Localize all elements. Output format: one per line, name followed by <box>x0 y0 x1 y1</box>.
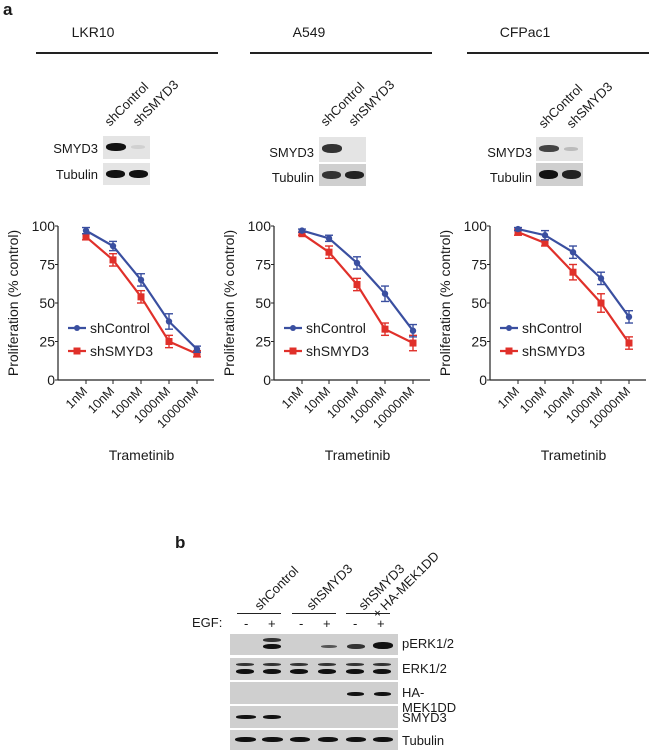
y-tick-label: 100 <box>464 218 488 234</box>
egf-value: + <box>268 616 276 631</box>
proliferation-chart-lkr10: 02550751001nM10nM100nM1000nM10000nMProli… <box>5 218 214 463</box>
blot-row-label: Tubulin <box>489 170 532 185</box>
data-point <box>137 293 145 301</box>
panel-b-letter: b <box>175 533 186 552</box>
blot-row-label: Tubulin <box>55 167 98 182</box>
blot-row-label: Tubulin <box>402 733 445 748</box>
data-point <box>325 235 333 242</box>
egf-value: + <box>323 616 331 631</box>
blot-row-label: SMYD3 <box>487 145 532 160</box>
cell-title-lkr10: LKR10 <box>71 24 115 40</box>
svg-text:shControl: shControl <box>90 320 150 336</box>
y-axis-label: Proliferation (% control) <box>437 230 453 376</box>
data-point <box>165 318 173 325</box>
y-tick-label: 75 <box>471 257 487 273</box>
legend-item: shControl <box>500 320 582 336</box>
y-tick-label: 75 <box>255 257 271 273</box>
y-tick-label: 75 <box>39 257 55 273</box>
y-tick-label: 100 <box>248 218 272 234</box>
data-point <box>325 248 333 256</box>
x-axis-label: Trametinib <box>325 447 391 463</box>
svg-text:shControl: shControl <box>306 320 366 336</box>
data-point <box>298 227 306 234</box>
blot-row-label: SMYD3 <box>402 710 447 725</box>
legend-item: shControl <box>284 320 366 336</box>
data-point <box>597 299 605 307</box>
proliferation-chart-a549: 02550751001nM10nM100nM1000nM10000nMProli… <box>221 218 430 463</box>
group-underline <box>237 613 281 614</box>
data-point <box>514 225 522 233</box>
egf-value: - <box>244 616 249 631</box>
data-point <box>409 327 417 334</box>
svg-text:shSMYD3: shSMYD3 <box>522 343 585 359</box>
data-point <box>569 248 577 256</box>
y-tick-label: 25 <box>255 334 271 350</box>
y-tick-label: 0 <box>263 372 271 388</box>
blot-row-label: SMYD3 <box>53 141 98 156</box>
blot-row-label: SMYD3 <box>269 145 314 160</box>
egf-label: EGF: <box>192 615 223 630</box>
title-underline <box>36 52 218 54</box>
proliferation-chart-cfpac1: 02550751001nM10nM100nM1000nM10000nMProli… <box>437 218 646 463</box>
egf-value: - <box>353 616 358 631</box>
group-label-shcontrol: shControl <box>251 563 302 613</box>
y-axis-label: Proliferation (% control) <box>221 230 237 376</box>
data-point <box>381 325 389 333</box>
data-point <box>109 256 117 264</box>
svg-text:shControl: shControl <box>522 320 582 336</box>
data-point <box>625 313 633 321</box>
egf-value: + <box>377 616 385 631</box>
y-tick-label: 50 <box>39 295 55 311</box>
data-point <box>541 239 549 247</box>
legend-item: shSMYD3 <box>68 343 153 359</box>
y-tick-label: 50 <box>255 295 271 311</box>
title-underline <box>467 52 649 54</box>
data-point <box>82 227 90 234</box>
y-tick-label: 0 <box>479 372 487 388</box>
blot-row-label: ERK1/2 <box>402 661 447 676</box>
blot-row-label: HA-MEK1DD <box>402 685 457 715</box>
group-label-shsmyd3: shSMYD3 <box>303 561 356 613</box>
x-axis-label: Trametinib <box>541 447 607 463</box>
data-point <box>109 242 117 250</box>
data-point <box>569 268 577 276</box>
data-point <box>541 232 549 239</box>
data-point <box>82 233 90 241</box>
group-underline <box>346 613 390 614</box>
title-underline <box>250 52 432 54</box>
blot-row-label: Tubulin <box>271 170 314 185</box>
data-point <box>353 259 361 267</box>
blot-row-label: pERK1/2 <box>402 636 455 651</box>
data-point <box>137 276 145 284</box>
egf-value: - <box>299 616 304 631</box>
y-tick-label: 25 <box>39 334 55 350</box>
data-point <box>193 350 201 358</box>
data-point <box>381 290 389 297</box>
legend-item: shSMYD3 <box>284 343 369 359</box>
data-point <box>625 339 633 347</box>
y-tick-label: 0 <box>47 372 55 388</box>
y-tick-label: 50 <box>471 295 487 311</box>
y-tick-label: 100 <box>32 218 56 234</box>
x-axis-label: Trametinib <box>109 447 175 463</box>
data-point <box>409 339 417 347</box>
y-axis-label: Proliferation (% control) <box>5 230 21 376</box>
cell-title-a549: A549 <box>292 24 326 40</box>
legend-item: shSMYD3 <box>500 343 585 359</box>
cell-title-cfpac1: CFPac1 <box>499 24 551 40</box>
legend-item: shControl <box>68 320 150 336</box>
panel-a-letter: a <box>3 0 13 19</box>
svg-text:shSMYD3: shSMYD3 <box>90 343 153 359</box>
group-underline <box>292 613 336 614</box>
svg-text:shSMYD3: shSMYD3 <box>306 343 369 359</box>
data-point <box>165 338 173 345</box>
y-tick-label: 25 <box>471 334 487 350</box>
data-point <box>597 275 605 282</box>
data-point <box>193 346 201 353</box>
data-point <box>353 281 361 289</box>
